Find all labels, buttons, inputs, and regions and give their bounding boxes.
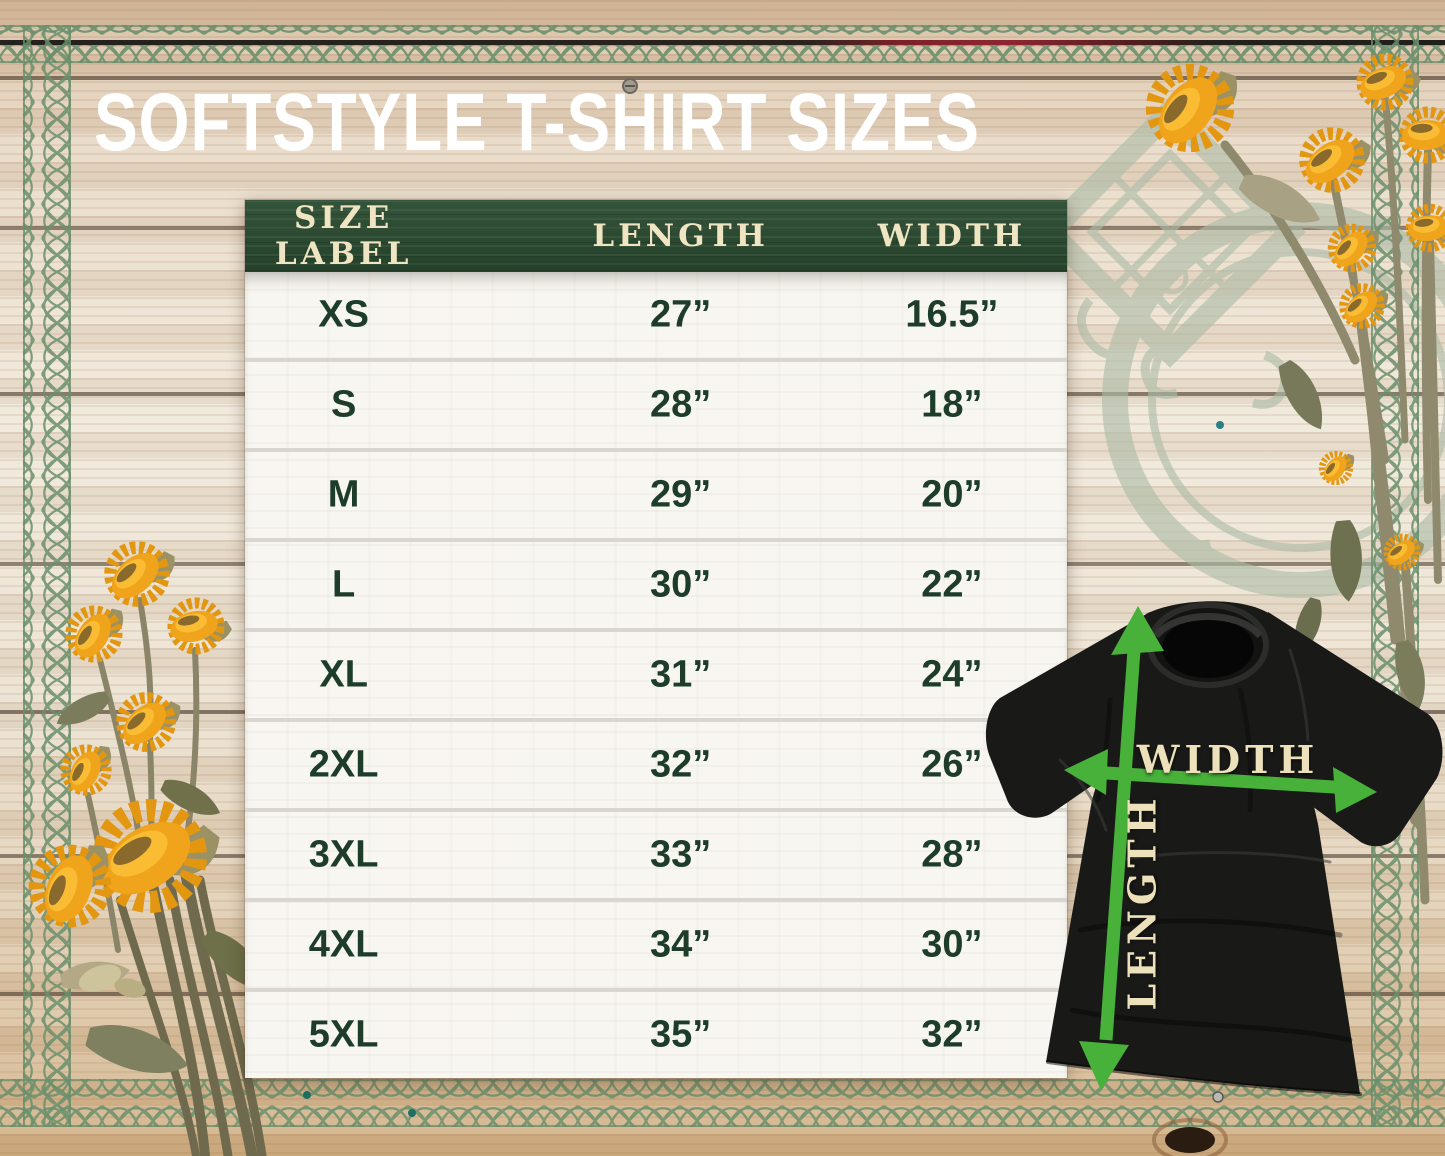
length-cell: 31” [650,653,712,696]
width-arrow [1064,749,1377,813]
celtic-border-left [23,25,71,1127]
width-cell: 20” [921,473,983,516]
page-title: SOFTSTYLE T-SHIRT SIZES [94,77,980,168]
column-header-width: WIDTH [877,218,1027,254]
table-row: L 30” 22” [245,538,1067,628]
tshirt-collar [1147,602,1269,688]
width-cell: 24” [921,653,983,696]
size-chart-body: XS 27” 16.5” S 28” 18” M 29” 20” L 30” 2… [245,272,1067,1078]
border-accent-line [0,40,1445,45]
column-header-length: LENGTH [592,218,769,254]
size-cell: XS [318,293,369,336]
width-cell: 32” [921,1013,983,1056]
width-label: WIDTH [1136,737,1320,782]
wood-details [303,78,1228,1156]
size-chart-table: SIZE LABEL LENGTH WIDTH XS 27” 16.5” S 2… [245,200,1067,1078]
size-cell: L [332,563,356,606]
table-row: 3XL 33” 28” [245,808,1067,898]
length-cell: 29” [650,473,712,516]
length-cell: 27” [650,293,712,336]
length-cell: 28” [650,383,712,426]
size-cell: XL [319,653,368,696]
table-row: 4XL 34” 30” [245,898,1067,988]
length-cell: 34” [650,923,712,966]
size-cell: 5XL [308,1013,379,1056]
width-cell: 18” [921,383,983,426]
size-chart-header: SIZE LABEL LENGTH WIDTH [245,200,1067,272]
size-cell: 4XL [308,923,379,966]
width-cell: 30” [921,923,983,966]
length-cell: 33” [650,833,712,876]
tshirt-photo [985,601,1443,1096]
length-label: LENGTH [1119,793,1165,1011]
table-row: 2XL 32” 26” [245,718,1067,808]
sunflowers-left [17,533,278,1156]
length-cell: 35” [650,1013,712,1056]
width-cell: 22” [921,563,983,606]
table-row: XL 31” 24” [245,628,1067,718]
size-cell: S [330,383,357,426]
table-row: 5XL 35” 32” [245,988,1067,1078]
length-cell: 30” [650,563,712,606]
table-row: XS 27” 16.5” [245,272,1067,358]
table-row: S 28” 18” [245,358,1067,448]
length-cell: 32” [650,743,712,786]
length-arrow [1079,606,1164,1090]
size-cell: 2XL [308,743,379,786]
width-cell: 26” [921,743,983,786]
size-cell: M [327,473,360,516]
width-cell: 28” [921,833,983,876]
sunflowers-top-right [1132,47,1445,905]
column-header-size-label: SIZE LABEL [274,200,413,272]
measurement-arrows [1064,606,1377,1090]
table-row: M 29” 20” [245,448,1067,538]
width-cell: 16.5” [905,293,999,336]
size-cell: 3XL [308,833,379,876]
